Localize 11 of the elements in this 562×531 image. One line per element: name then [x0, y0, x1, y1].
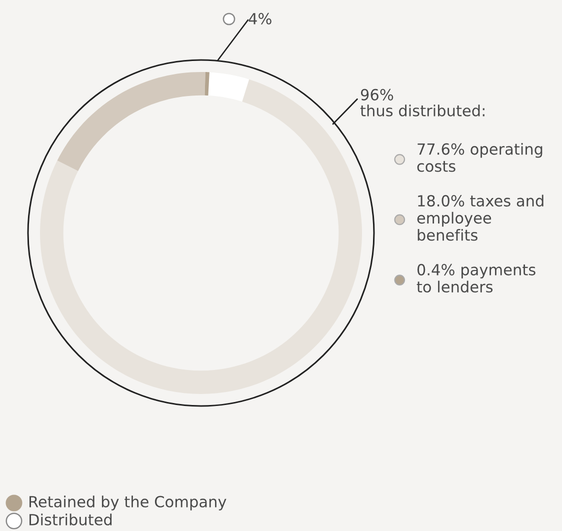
- text: Retained by the Company: [30, 496, 226, 510]
- legend-label: 18.0% taxes and employee benefits: [417, 194, 544, 241]
- slice-label: 4%: [248, 12, 272, 24]
- donut-slice: [57, 72, 206, 172]
- legend-label: 0.4% payments to lenders: [416, 264, 536, 293]
- legend-label: 77.6% operating costs: [417, 143, 542, 172]
- text: Distributed: [30, 514, 112, 526]
- text: 96% thus distributed:: [360, 88, 484, 116]
- donut-slice: [208, 72, 250, 102]
- donut-slice: [204, 72, 210, 96]
- donut-slice: [40, 79, 362, 394]
